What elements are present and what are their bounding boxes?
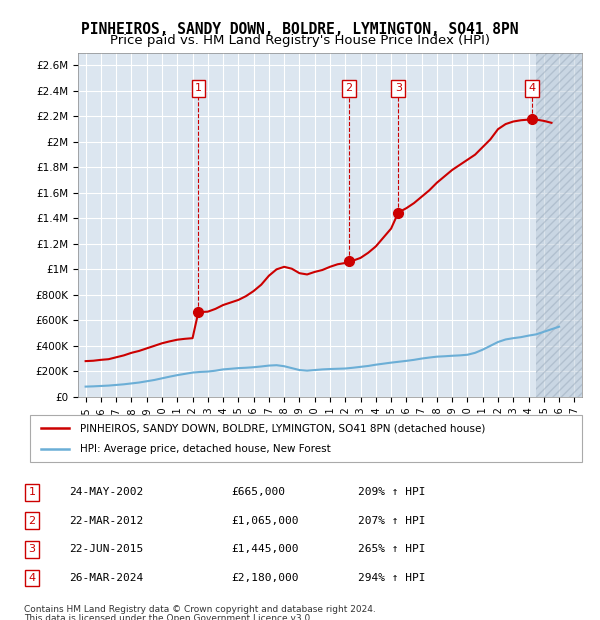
Text: £1,445,000: £1,445,000 [231, 544, 298, 554]
Text: 2: 2 [29, 516, 36, 526]
Text: £2,180,000: £2,180,000 [231, 573, 298, 583]
Text: 26-MAR-2024: 26-MAR-2024 [70, 573, 144, 583]
Text: 209% ↑ HPI: 209% ↑ HPI [358, 487, 425, 497]
Text: £665,000: £665,000 [231, 487, 285, 497]
Text: 207% ↑ HPI: 207% ↑ HPI [358, 516, 425, 526]
Text: PINHEIROS, SANDY DOWN, BOLDRE, LYMINGTON, SO41 8PN (detached house): PINHEIROS, SANDY DOWN, BOLDRE, LYMINGTON… [80, 423, 485, 433]
Text: 3: 3 [395, 83, 402, 94]
Text: 1: 1 [29, 487, 35, 497]
Bar [536, 53, 582, 397]
Text: 1: 1 [195, 83, 202, 94]
Text: 4: 4 [529, 83, 536, 94]
Text: 22-JUN-2015: 22-JUN-2015 [70, 544, 144, 554]
Text: 294% ↑ HPI: 294% ↑ HPI [358, 573, 425, 583]
Text: 3: 3 [29, 544, 35, 554]
Text: PINHEIROS, SANDY DOWN, BOLDRE, LYMINGTON, SO41 8PN: PINHEIROS, SANDY DOWN, BOLDRE, LYMINGTON… [81, 22, 519, 37]
Text: 4: 4 [29, 573, 36, 583]
Text: 265% ↑ HPI: 265% ↑ HPI [358, 544, 425, 554]
Text: Contains HM Land Registry data © Crown copyright and database right 2024.: Contains HM Land Registry data © Crown c… [24, 604, 376, 614]
Text: 2: 2 [345, 83, 352, 94]
Text: This data is licensed under the Open Government Licence v3.0.: This data is licensed under the Open Gov… [24, 614, 313, 620]
FancyBboxPatch shape [30, 415, 582, 462]
Text: £1,065,000: £1,065,000 [231, 516, 298, 526]
Text: HPI: Average price, detached house, New Forest: HPI: Average price, detached house, New … [80, 444, 331, 454]
Text: 24-MAY-2002: 24-MAY-2002 [70, 487, 144, 497]
Text: 22-MAR-2012: 22-MAR-2012 [70, 516, 144, 526]
Text: Price paid vs. HM Land Registry's House Price Index (HPI): Price paid vs. HM Land Registry's House … [110, 34, 490, 47]
